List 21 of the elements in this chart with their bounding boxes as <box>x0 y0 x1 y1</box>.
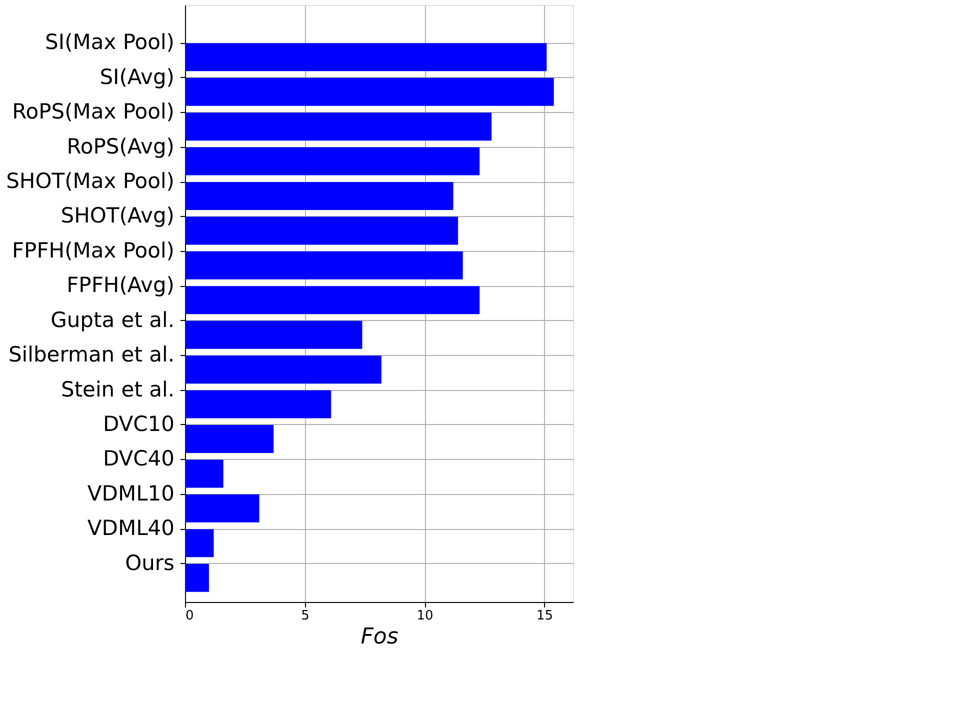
x-tick-label: 0 <box>186 608 194 624</box>
y-tick-label: SHOT(Avg) <box>60 204 174 228</box>
x-tick-label: 5 <box>301 608 310 624</box>
y-tick-label: Ours <box>125 550 174 575</box>
y-tick-label: RoPS(Avg) <box>66 134 174 158</box>
y-tick-label: Silberman et al. <box>8 342 174 367</box>
x-tick-label: 10 <box>416 608 434 624</box>
x-axis-title: Fos <box>360 624 398 650</box>
x-tick-label: 15 <box>536 608 554 624</box>
y-tick-label: RoPS(Max Pool) <box>12 100 174 124</box>
y-tick-label: Stein et al. <box>60 377 174 402</box>
y-tick-label: VDML40 <box>87 516 174 540</box>
y-tick-label: Gupta et al. <box>50 308 174 332</box>
y-tick-label: DVC40 <box>102 446 174 471</box>
y-tick-label: SHOT(Max Pool) <box>6 169 174 194</box>
y-tick-label: SI(Max Pool) <box>45 30 174 54</box>
y-tick-label: FPFH(Avg) <box>66 273 174 298</box>
y-tick-label: DVC10 <box>102 412 174 436</box>
y-tick-label: SI(Avg) <box>100 64 174 89</box>
y-tick-label: VDML10 <box>87 481 174 506</box>
y-tick-label: FPFH(Max Pool) <box>12 238 174 262</box>
